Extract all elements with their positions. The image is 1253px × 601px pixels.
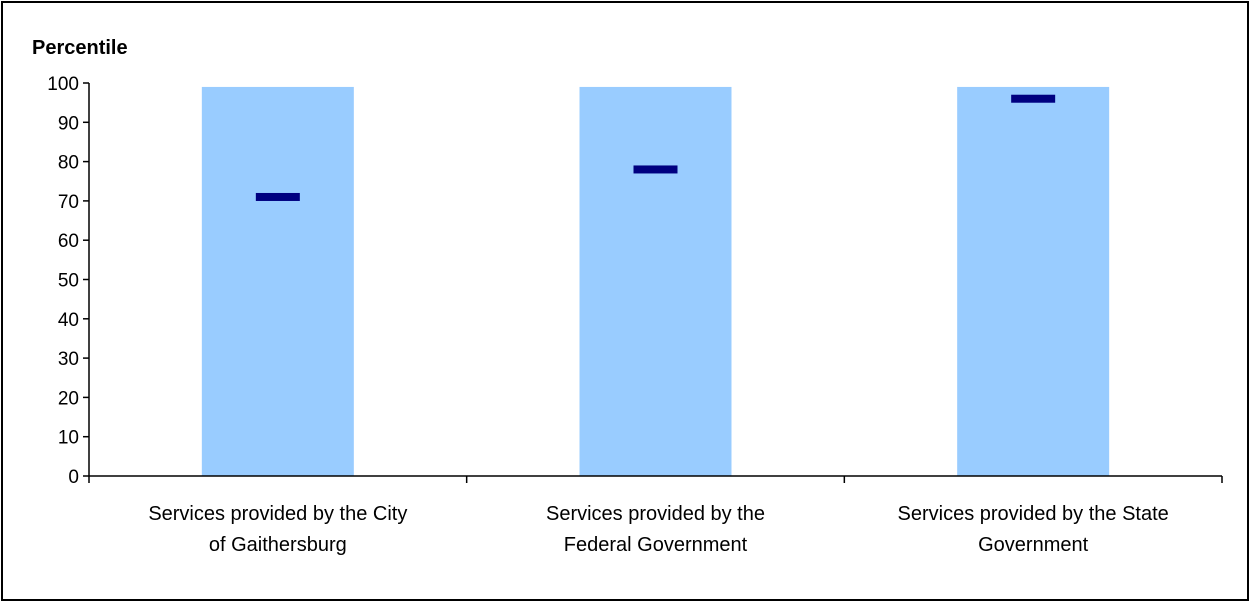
y-tick-label: 30 bbox=[58, 349, 79, 370]
y-tick-label: 100 bbox=[47, 74, 79, 95]
percentile-marker bbox=[633, 165, 678, 174]
y-tick-label: 40 bbox=[58, 310, 79, 331]
x-tick-label: Government bbox=[978, 534, 1088, 556]
percentile-marker bbox=[255, 192, 300, 201]
y-tick-label: 20 bbox=[58, 388, 79, 409]
y-tick-label: 50 bbox=[58, 271, 79, 292]
x-tick-label: Services provided by the bbox=[546, 503, 765, 525]
range-bar bbox=[201, 86, 354, 477]
y-tick-label: 10 bbox=[58, 428, 79, 449]
y-tick-label: 70 bbox=[58, 192, 79, 213]
range-bar bbox=[957, 86, 1110, 477]
y-axis-title: Percentile bbox=[32, 37, 128, 59]
x-tick-label: Services provided by the State bbox=[898, 503, 1169, 525]
x-tick-label: Federal Government bbox=[564, 534, 748, 556]
y-tick-label: 60 bbox=[58, 231, 79, 252]
y-tick-label: 90 bbox=[58, 113, 79, 134]
percentile-chart: Percentile 0 10 20 30 40 50 60 70 80 90 100 Servic… bbox=[32, 37, 1223, 556]
range-bar bbox=[579, 86, 732, 477]
y-tick-label: 0 bbox=[68, 467, 79, 488]
y-tick-label: 80 bbox=[58, 153, 79, 174]
percentile-marker bbox=[1011, 94, 1056, 103]
x-tick-label: of Gaithersburg bbox=[209, 534, 347, 556]
x-tick-label: Services provided by the City bbox=[148, 503, 407, 525]
